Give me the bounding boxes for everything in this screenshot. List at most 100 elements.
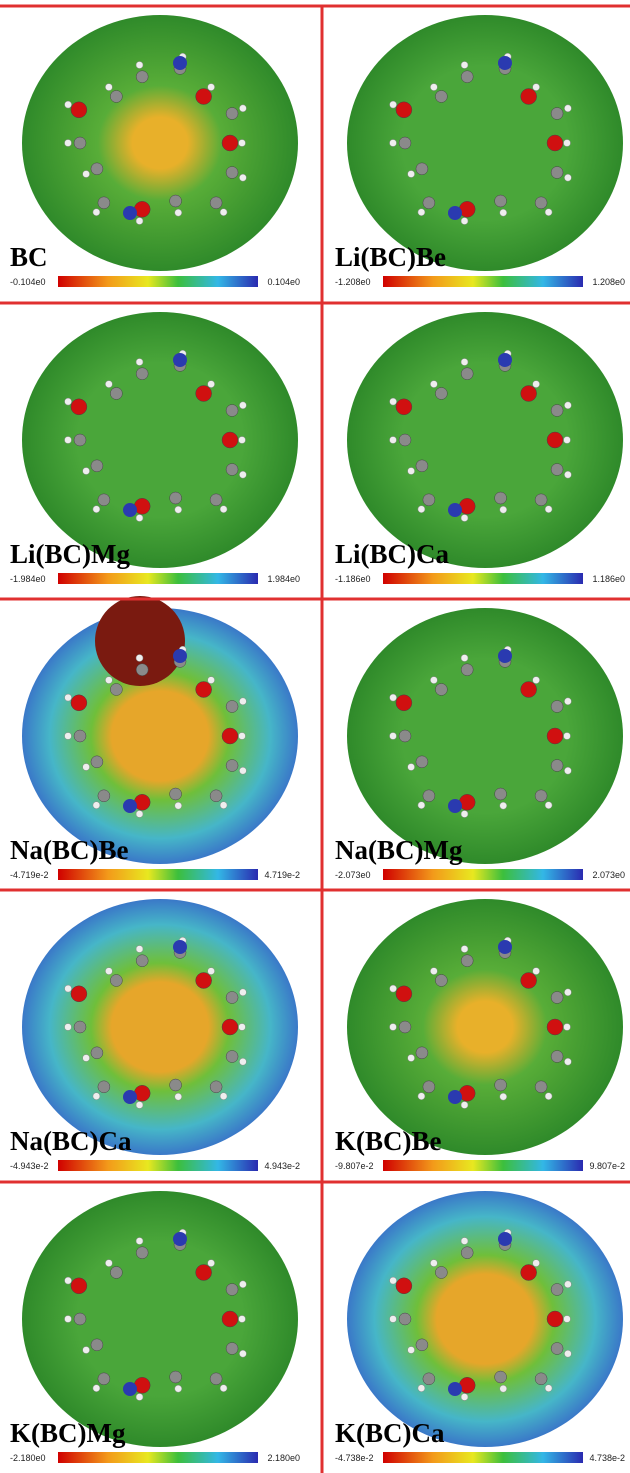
atom: [239, 1280, 247, 1289]
atom: [550, 991, 564, 1004]
atom: [435, 683, 448, 696]
atom: [550, 107, 564, 120]
panel-label: Li(BC)Ca: [335, 539, 449, 569]
color-scale: [58, 1160, 258, 1171]
color-scale: [58, 869, 258, 880]
atom: [135, 954, 149, 967]
atom: [195, 385, 212, 402]
atom: [398, 433, 412, 447]
atom: [207, 967, 215, 975]
atom: [64, 139, 72, 147]
atom: [564, 1349, 572, 1358]
atom: [135, 1101, 144, 1109]
atom: [430, 83, 438, 91]
atom: [417, 505, 426, 513]
atom: [546, 431, 564, 449]
atom: [135, 810, 144, 818]
atom: [219, 505, 228, 513]
atom: [550, 1283, 564, 1296]
potential-surface: [22, 15, 298, 271]
atom: [238, 139, 246, 147]
scale-max: 1.984e0: [267, 574, 300, 584]
atom: [97, 1080, 111, 1094]
panel-borders: [0, 4, 630, 1473]
atom: [407, 1346, 415, 1354]
scale-max: 4.719e-2: [264, 870, 300, 880]
atom: [64, 693, 72, 702]
atom: [123, 206, 137, 220]
atom: [173, 649, 187, 663]
atom: [534, 493, 548, 507]
atom: [90, 1046, 104, 1060]
atom: [195, 972, 212, 989]
atom: [135, 1246, 149, 1259]
atom: [550, 1342, 564, 1355]
atom: [422, 1372, 436, 1386]
color-scale: [58, 1452, 258, 1463]
atom: [135, 358, 144, 366]
atom: [407, 763, 415, 771]
atom: [225, 1283, 239, 1296]
atom: [82, 170, 90, 178]
scale-min: -0.104e0: [10, 277, 46, 287]
atom: [92, 801, 101, 809]
atom: [460, 217, 469, 225]
atom: [97, 789, 111, 803]
atom: [173, 940, 187, 954]
color-scale: [58, 573, 258, 584]
atom: [221, 1310, 239, 1328]
atom: [460, 367, 474, 380]
atom: [520, 88, 537, 105]
atom: [123, 503, 137, 517]
atom: [460, 1101, 469, 1109]
atom: [417, 1384, 426, 1392]
atom: [173, 1232, 187, 1246]
scale-max: 2.073e0: [592, 870, 625, 880]
atom: [239, 1057, 247, 1066]
panel-label: K(BC)Ca: [335, 1418, 445, 1448]
atom: [225, 700, 239, 713]
panel: BC -0.104e0 0.104e0: [10, 15, 300, 287]
atom: [494, 787, 507, 801]
atom: [73, 136, 87, 150]
atom: [90, 162, 104, 176]
atom: [534, 789, 548, 803]
atom: [238, 732, 246, 740]
atom: [239, 697, 247, 706]
atom: [498, 649, 512, 663]
atom: [422, 789, 436, 803]
atom: [225, 759, 239, 772]
atom: [563, 1315, 571, 1323]
atom: [550, 404, 564, 417]
atom: [498, 353, 512, 367]
panel: Li(BC)Mg -1.984e0 1.984e0: [10, 312, 300, 584]
scale-min: -2.073e0: [335, 870, 371, 880]
atom: [225, 166, 239, 179]
atom: [544, 801, 553, 809]
atom: [195, 88, 212, 105]
atom: [520, 681, 537, 698]
atom: [460, 945, 469, 953]
atom: [499, 801, 507, 810]
atom: [105, 676, 113, 684]
scale-min: -4.738e-2: [335, 1453, 374, 1463]
atom: [460, 1246, 474, 1259]
atom: [430, 967, 438, 975]
atom: [494, 194, 507, 208]
atom: [209, 493, 223, 507]
atom: [460, 1393, 469, 1401]
atom: [70, 985, 88, 1003]
atom: [564, 401, 572, 410]
atom: [417, 208, 426, 216]
atom: [398, 1312, 412, 1326]
atom: [97, 196, 111, 210]
atom: [225, 991, 239, 1004]
scale-max: 1.208e0: [592, 277, 625, 287]
atom: [532, 83, 540, 91]
atom: [123, 1382, 137, 1396]
atom: [209, 789, 223, 803]
atom: [97, 493, 111, 507]
atom: [64, 732, 72, 740]
panel-label: Li(BC)Mg: [10, 539, 130, 569]
